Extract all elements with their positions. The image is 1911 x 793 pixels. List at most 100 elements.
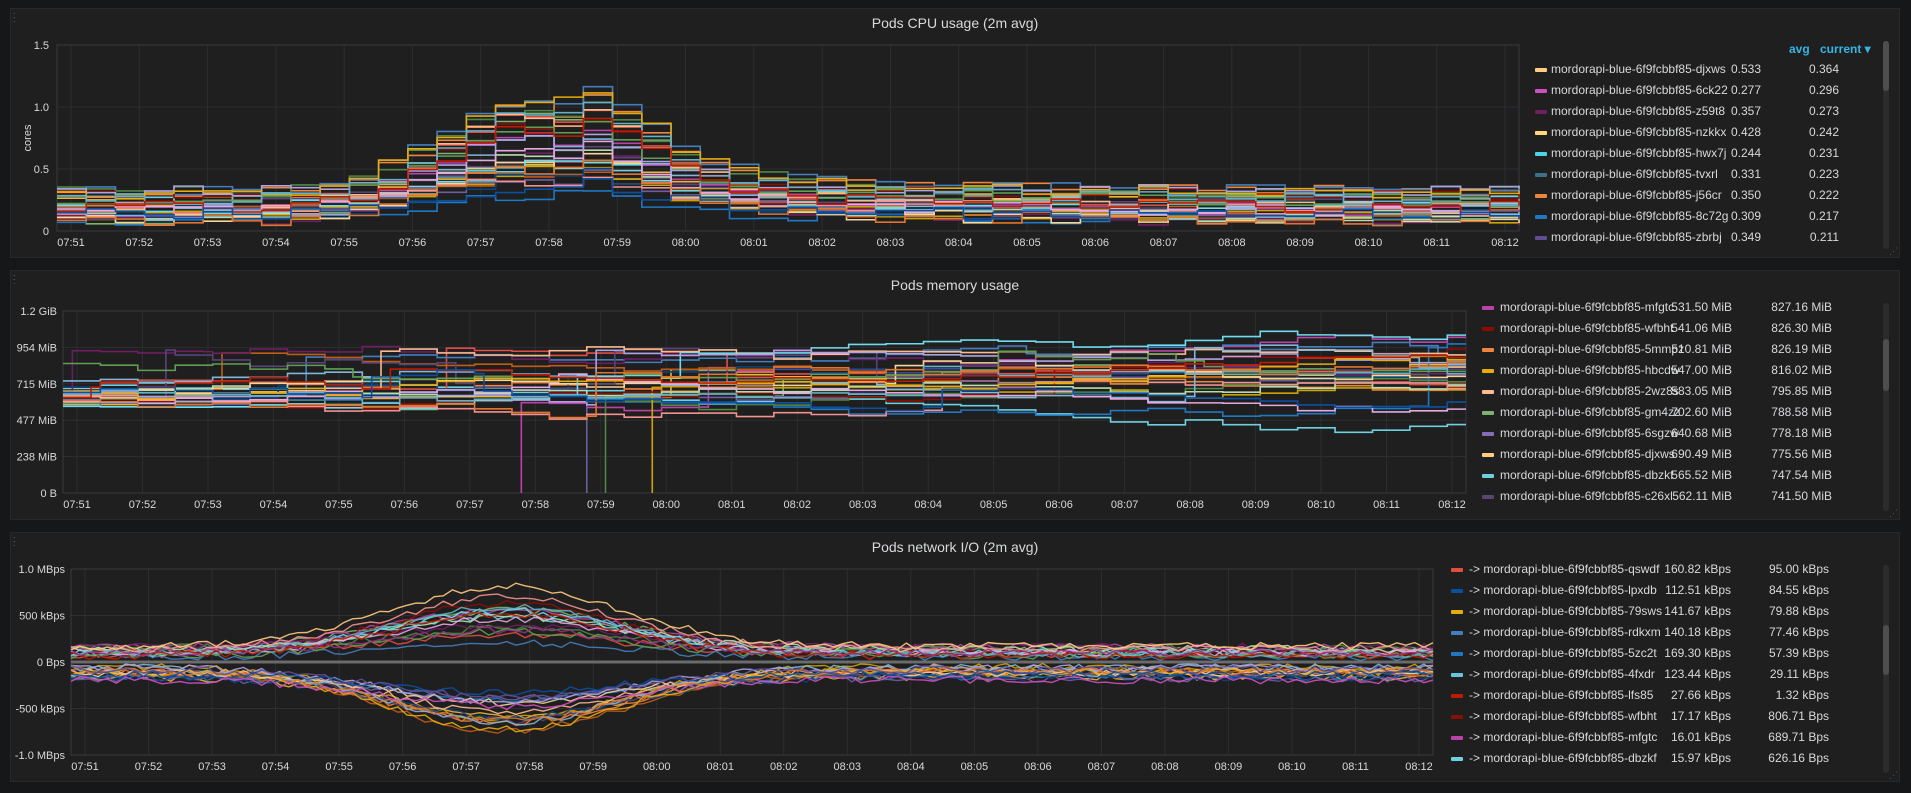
series-color-swatch[interactable] xyxy=(1535,110,1547,114)
legend-item[interactable]: mordorapi-blue-6f9fcbbf85-8c72g 0.309 0.21… xyxy=(1535,206,1865,227)
legend-series-name[interactable]: mordorapi-blue-6f9fcbbf85-hwx7j xyxy=(1551,146,1727,160)
legend-item[interactable]: -> mordorapi-blue-6f9fcbbf85-lpxdb 112.51… xyxy=(1451,580,1881,601)
series-color-swatch[interactable] xyxy=(1535,194,1547,198)
series-color-swatch[interactable] xyxy=(1482,432,1494,436)
legend-item[interactable]: mordorapi-blue-6f9fcbbf85-6ck22 0.277 0.29… xyxy=(1535,80,1865,101)
legend-series-name[interactable]: mordorapi-blue-6f9fcbbf85-8c72g xyxy=(1551,209,1729,223)
resize-handle-icon[interactable]: ⋰ xyxy=(1889,508,1898,518)
drag-handle-icon[interactable]: :: xyxy=(13,272,16,286)
legend-series-name[interactable]: -> mordorapi-blue-6f9fcbbf85-5zc2t xyxy=(1469,646,1657,660)
memory-chart[interactable]: 07:51 07:52 07:53 07:54 07:55 07:56 07:57 07:58… xyxy=(11,271,1476,521)
legend-series-name[interactable]: mordorapi-blue-6f9fcbbf85-nzkkx xyxy=(1551,125,1727,139)
series-color-swatch[interactable] xyxy=(1482,495,1494,499)
legend-series-name[interactable]: mordorapi-blue-6f9fcbbf85-zbrbj xyxy=(1551,230,1722,244)
legend-item[interactable]: -> mordorapi-blue-6f9fcbbf85-5zc2t 169.30… xyxy=(1451,643,1881,664)
series-color-swatch[interactable] xyxy=(1451,736,1463,740)
panel-title[interactable]: Pods CPU usage (2m avg) xyxy=(871,15,1039,31)
legend-series-name[interactable]: -> mordorapi-blue-6f9fcbbf85-dbzkf xyxy=(1469,751,1657,765)
series-color-swatch[interactable] xyxy=(1482,474,1494,478)
legend-scrollbar[interactable] xyxy=(1883,303,1889,511)
series-color-swatch[interactable] xyxy=(1482,369,1494,373)
legend-item[interactable]: mordorapi-blue-6f9fcbbf85-djxws 0.533 0.36… xyxy=(1535,59,1865,80)
legend-series-name[interactable]: -> mordorapi-blue-6f9fcbbf85-lpxdb xyxy=(1469,583,1657,597)
series-color-swatch[interactable] xyxy=(1482,306,1494,310)
legend-series-name[interactable]: mordorapi-blue-6f9fcbbf85-wfbht xyxy=(1500,321,1674,335)
legend-item[interactable]: -> mordorapi-blue-6f9fcbbf85-79sws 141.67… xyxy=(1451,601,1881,622)
legend-series-name[interactable]: mordorapi-blue-6f9fcbbf85-6ck22 xyxy=(1551,83,1728,97)
series-color-swatch[interactable] xyxy=(1535,89,1547,93)
cpu-chart[interactable]: 07:51 07:52 07:53 07:54 07:55 07:56 07:57 07:58… xyxy=(11,9,1531,259)
series-color-swatch[interactable] xyxy=(1451,631,1463,635)
legend-series-name[interactable]: mordorapi-blue-6f9fcbbf85-z59t8 xyxy=(1551,104,1726,118)
legend-item[interactable]: mordorapi-blue-6f9fcbbf85-nzkkx 0.428 0.24… xyxy=(1535,122,1865,143)
legend-item[interactable]: mordorapi-blue-6f9fcbbf85-djxws 690.49 Mi… xyxy=(1482,444,1882,465)
legend-header-current[interactable]: current ▾ xyxy=(1820,42,1871,56)
legend-series-name[interactable]: mordorapi-blue-6f9fcbbf85-mfgtc xyxy=(1500,300,1675,314)
legend-scrollbar[interactable] xyxy=(1883,41,1889,249)
legend-series-name[interactable]: -> mordorapi-blue-6f9fcbbf85-wfbht xyxy=(1469,709,1657,723)
panel-title[interactable]: Pods network I/O (2m avg) xyxy=(871,539,1039,555)
legend-item[interactable]: mordorapi-blue-6f9fcbbf85-5mmpz 510.81 Mi… xyxy=(1482,339,1882,360)
legend-series-name[interactable]: mordorapi-blue-6f9fcbbf85-djxws xyxy=(1500,447,1675,461)
legend-series-name[interactable]: mordorapi-blue-6f9fcbbf85-2wz8s xyxy=(1500,384,1679,398)
series-color-swatch[interactable] xyxy=(1535,152,1547,156)
legend-item[interactable]: -> mordorapi-blue-6f9fcbbf85-4fxdr 123.44… xyxy=(1451,664,1881,685)
legend-item[interactable]: mordorapi-blue-6f9fcbbf85-gm4zz 702.60 Mi… xyxy=(1482,402,1882,423)
series-color-swatch[interactable] xyxy=(1451,652,1463,656)
legend-series-name[interactable]: mordorapi-blue-6f9fcbbf85-j56cr xyxy=(1551,188,1722,202)
series-color-swatch[interactable] xyxy=(1482,453,1494,457)
resize-handle-icon[interactable]: ⋰ xyxy=(1889,770,1898,780)
series-color-swatch[interactable] xyxy=(1451,568,1463,572)
legend-item[interactable]: mordorapi-blue-6f9fcbbf85-c26xl 562.11 Mi… xyxy=(1482,486,1882,507)
legend-item[interactable]: mordorapi-blue-6f9fcbbf85-j56cr 0.350 0.22… xyxy=(1535,185,1865,206)
series-color-swatch[interactable] xyxy=(1451,715,1463,719)
legend-item[interactable]: mordorapi-blue-6f9fcbbf85-dbzkf 565.52 Mi… xyxy=(1482,465,1882,486)
panel-title[interactable]: Pods memory usage xyxy=(890,277,1020,293)
legend-item[interactable]: -> mordorapi-blue-6f9fcbbf85-lfs85 27.66 … xyxy=(1451,685,1881,706)
series-color-swatch[interactable] xyxy=(1535,236,1547,240)
series-color-swatch[interactable] xyxy=(1482,348,1494,352)
legend-item[interactable]: -> mordorapi-blue-6f9fcbbf85-rdkxm 140.18… xyxy=(1451,622,1881,643)
series-color-swatch[interactable] xyxy=(1482,411,1494,415)
drag-handle-icon[interactable]: :: xyxy=(13,534,16,548)
legend-item[interactable]: -> mordorapi-blue-6f9fcbbf85-dbzkf 15.97 … xyxy=(1451,748,1881,769)
legend-item[interactable]: -> mordorapi-blue-6f9fcbbf85-qswdf 160.82… xyxy=(1451,559,1881,580)
legend-series-name[interactable]: -> mordorapi-blue-6f9fcbbf85-79sws xyxy=(1469,604,1663,618)
legend-series-name[interactable]: mordorapi-blue-6f9fcbbf85-5mmpz xyxy=(1500,342,1685,356)
series-color-swatch[interactable] xyxy=(1451,694,1463,698)
legend-item[interactable]: mordorapi-blue-6f9fcbbf85-hwx7j 0.244 0.23… xyxy=(1535,143,1865,164)
legend-item[interactable]: mordorapi-blue-6f9fcbbf85-tvxrl 0.331 0.22… xyxy=(1535,164,1865,185)
legend-series-name[interactable]: -> mordorapi-blue-6f9fcbbf85-qswdf xyxy=(1469,562,1660,576)
series-color-swatch[interactable] xyxy=(1451,589,1463,593)
legend-item[interactable]: mordorapi-blue-6f9fcbbf85-zbrbj 0.349 0.21… xyxy=(1535,227,1865,248)
legend-item[interactable]: mordorapi-blue-6f9fcbbf85-z59t8 0.357 0.27… xyxy=(1535,101,1865,122)
legend-series-name[interactable]: mordorapi-blue-6f9fcbbf85-djxws xyxy=(1551,62,1726,76)
legend-item[interactable]: mordorapi-blue-6f9fcbbf85-mfgtc 531.50 Mi… xyxy=(1482,297,1882,318)
legend-item[interactable]: mordorapi-blue-6f9fcbbf85-6sgzw 640.68 Mi… xyxy=(1482,423,1882,444)
legend-series-name[interactable]: mordorapi-blue-6f9fcbbf85-hbcdw xyxy=(1500,363,1680,377)
legend-item[interactable]: mordorapi-blue-6f9fcbbf85-hbcdw 547.00 Mi… xyxy=(1482,360,1882,381)
legend-series-name[interactable]: -> mordorapi-blue-6f9fcbbf85-4fxdr xyxy=(1469,667,1655,681)
series-color-swatch[interactable] xyxy=(1451,673,1463,677)
legend-series-name[interactable]: mordorapi-blue-6f9fcbbf85-6sgzw xyxy=(1500,426,1679,440)
legend-series-name[interactable]: -> mordorapi-blue-6f9fcbbf85-mfgtc xyxy=(1469,730,1658,744)
series-color-swatch[interactable] xyxy=(1451,757,1463,761)
legend-series-name[interactable]: mordorapi-blue-6f9fcbbf85-gm4zz xyxy=(1500,405,1681,419)
series-color-swatch[interactable] xyxy=(1482,327,1494,331)
series-color-swatch[interactable] xyxy=(1451,610,1463,614)
legend-item[interactable]: mordorapi-blue-6f9fcbbf85-wfbht 541.06 Mi… xyxy=(1482,318,1882,339)
series-color-swatch[interactable] xyxy=(1535,131,1547,135)
series-color-swatch[interactable] xyxy=(1482,390,1494,394)
legend-scrollbar[interactable] xyxy=(1883,565,1889,773)
legend-item[interactable]: -> mordorapi-blue-6f9fcbbf85-mfgtc 16.01 … xyxy=(1451,727,1881,748)
legend-series-name[interactable]: -> mordorapi-blue-6f9fcbbf85-rdkxm xyxy=(1469,625,1661,639)
legend-series-name[interactable]: mordorapi-blue-6f9fcbbf85-dbzkf xyxy=(1500,468,1674,482)
legend-item[interactable]: mordorapi-blue-6f9fcbbf85-2wz8s 583.05 Mi… xyxy=(1482,381,1882,402)
series-color-swatch[interactable] xyxy=(1535,215,1547,219)
legend-header-avg[interactable]: avg xyxy=(1789,42,1810,56)
legend-series-name[interactable]: mordorapi-blue-6f9fcbbf85-c26xl xyxy=(1500,489,1673,503)
legend-item[interactable]: -> mordorapi-blue-6f9fcbbf85-wfbht 17.17 … xyxy=(1451,706,1881,727)
resize-handle-icon[interactable]: ⋰ xyxy=(1889,246,1898,256)
legend-series-name[interactable]: -> mordorapi-blue-6f9fcbbf85-lfs85 xyxy=(1469,688,1654,702)
series-color-swatch[interactable] xyxy=(1535,173,1547,177)
